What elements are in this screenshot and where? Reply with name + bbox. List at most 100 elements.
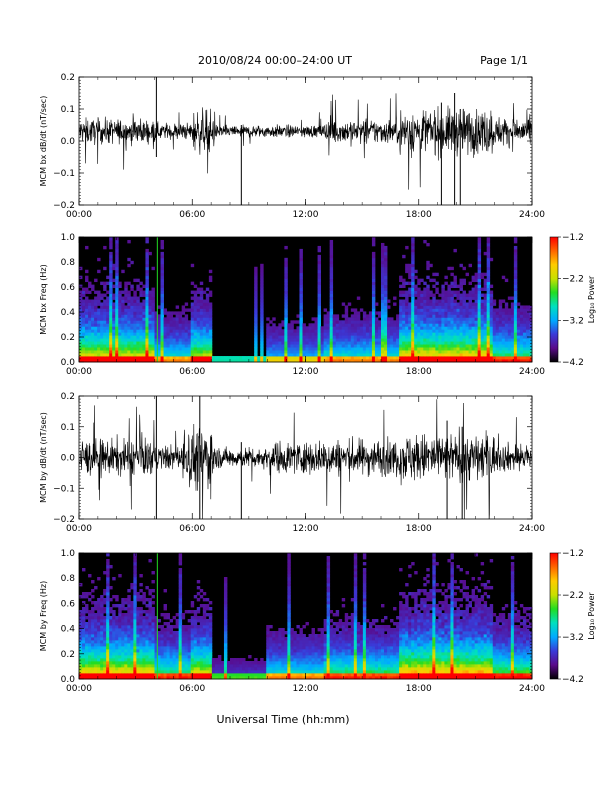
spectrogram-cell — [109, 287, 113, 291]
spectrogram-cell — [492, 323, 497, 327]
spectrogram-cell — [308, 344, 312, 348]
spectrogram-cell — [465, 350, 469, 354]
spectrogram-cell — [172, 667, 177, 671]
spectrogram-cell — [97, 655, 101, 659]
spectrogram-cell — [136, 278, 140, 283]
spectrogram-cell — [88, 290, 92, 294]
spectrogram-cell — [187, 359, 192, 363]
spectrogram-cell — [230, 658, 234, 662]
spectrogram-cell — [97, 311, 101, 315]
spectrogram-cell — [190, 344, 195, 348]
spectrogram-cell — [477, 326, 482, 330]
spectrogram-cell — [435, 311, 439, 315]
spectrogram-cell — [208, 311, 213, 315]
spectrogram-cell — [269, 326, 273, 330]
spectrogram-cell — [121, 649, 125, 653]
spectrogram-cell — [82, 661, 86, 665]
spectrogram-cell — [486, 266, 491, 271]
spectrogram-cell — [94, 353, 98, 357]
spectrogram-cell — [154, 338, 158, 342]
spectrogram-cell — [317, 290, 321, 294]
spectrogram-cell — [202, 299, 207, 303]
spectrogram-cell — [359, 359, 364, 363]
spectrogram-cell — [317, 326, 321, 330]
spectrogram-cell — [477, 353, 482, 357]
spectrogram-cell — [202, 661, 207, 665]
spectrogram-cell — [233, 356, 237, 360]
spectrogram-cell — [329, 323, 334, 327]
spectrogram-cell — [444, 356, 448, 360]
spectrogram-cell — [133, 595, 137, 599]
spectrogram-cell — [136, 341, 140, 345]
spectrogram-cell — [501, 335, 506, 339]
spectrogram-cell — [384, 245, 388, 250]
spectrogram-cell — [356, 332, 361, 336]
spectrogram-cell — [387, 326, 391, 330]
spectrogram-cell — [136, 631, 140, 635]
spectrogram-cell — [199, 302, 204, 306]
spectrogram-cell — [160, 350, 164, 354]
spectrogram-cell — [124, 607, 128, 611]
spectrogram-cell — [157, 359, 161, 363]
spectrogram-cell — [208, 302, 213, 306]
spectrogram-cell — [208, 667, 213, 671]
spectrogram-cell — [139, 646, 143, 650]
spectrogram-cell — [127, 652, 131, 656]
spectrogram-cell — [396, 347, 400, 351]
spectrogram-cell — [112, 344, 116, 348]
spectrogram-cell — [525, 332, 530, 336]
spectrogram-cell — [362, 347, 367, 351]
spectrogram-cell — [248, 664, 252, 668]
spectrogram-cell — [100, 323, 104, 327]
y-tick-label: 0.4 — [61, 308, 76, 318]
spectrogram-cell — [85, 667, 89, 671]
spectrogram-cell — [88, 341, 92, 345]
spectrogram-cell — [151, 607, 155, 611]
spectrogram-cell — [272, 332, 276, 336]
spectrogram-cell — [365, 356, 370, 360]
spectrogram-cell — [504, 305, 509, 309]
spectrogram-cell — [196, 586, 201, 590]
spectrogram-cell — [393, 329, 397, 333]
spectrogram-cell — [498, 329, 503, 333]
spectrogram-cell — [172, 664, 177, 668]
spectrogram-cell — [160, 278, 164, 283]
spectrogram-cell — [196, 598, 201, 602]
spectrogram-cell — [329, 245, 334, 250]
spectrogram-cell — [474, 353, 479, 357]
spectrogram-cell — [142, 625, 146, 629]
spectrogram-cell — [423, 305, 427, 309]
spectrogram-cell — [317, 308, 321, 312]
spectrogram-cell — [199, 317, 204, 321]
spectrogram-cell — [220, 673, 225, 677]
spectrogram-cell — [118, 640, 122, 644]
spectrogram-cell — [121, 356, 125, 360]
spectrogram-cell — [233, 658, 237, 662]
spectrogram-cell — [115, 595, 119, 599]
spectrogram-cell — [91, 350, 95, 354]
spectrogram-cell — [130, 335, 134, 339]
spectrogram-cell — [525, 308, 530, 312]
spectrogram-cell — [163, 631, 167, 635]
spectrogram-cell — [112, 350, 116, 354]
spectrogram-cell — [121, 302, 125, 306]
spectrogram-cell — [121, 311, 125, 315]
spectrogram-cell — [133, 296, 137, 300]
spectrogram-cell — [91, 287, 95, 291]
spectrogram-cell — [208, 616, 213, 620]
spectrogram-cell — [85, 335, 89, 339]
spectrogram-cell — [260, 661, 264, 665]
spectrogram-cell — [124, 329, 128, 333]
spectrogram-cell — [362, 311, 367, 315]
spectrogram-cell — [124, 290, 128, 294]
spectrogram-cell — [420, 299, 424, 303]
spectrogram-cell — [296, 356, 300, 360]
spectrogram-cell — [142, 350, 146, 354]
spectrogram-cell — [477, 314, 482, 318]
spectrogram-cell — [199, 637, 204, 641]
spectrogram-cell — [109, 607, 113, 611]
spectrogram-cell — [193, 341, 198, 345]
spectrogram-cell — [417, 296, 421, 300]
spectrogram-cell — [127, 311, 131, 315]
spectrogram-cell — [260, 332, 264, 336]
